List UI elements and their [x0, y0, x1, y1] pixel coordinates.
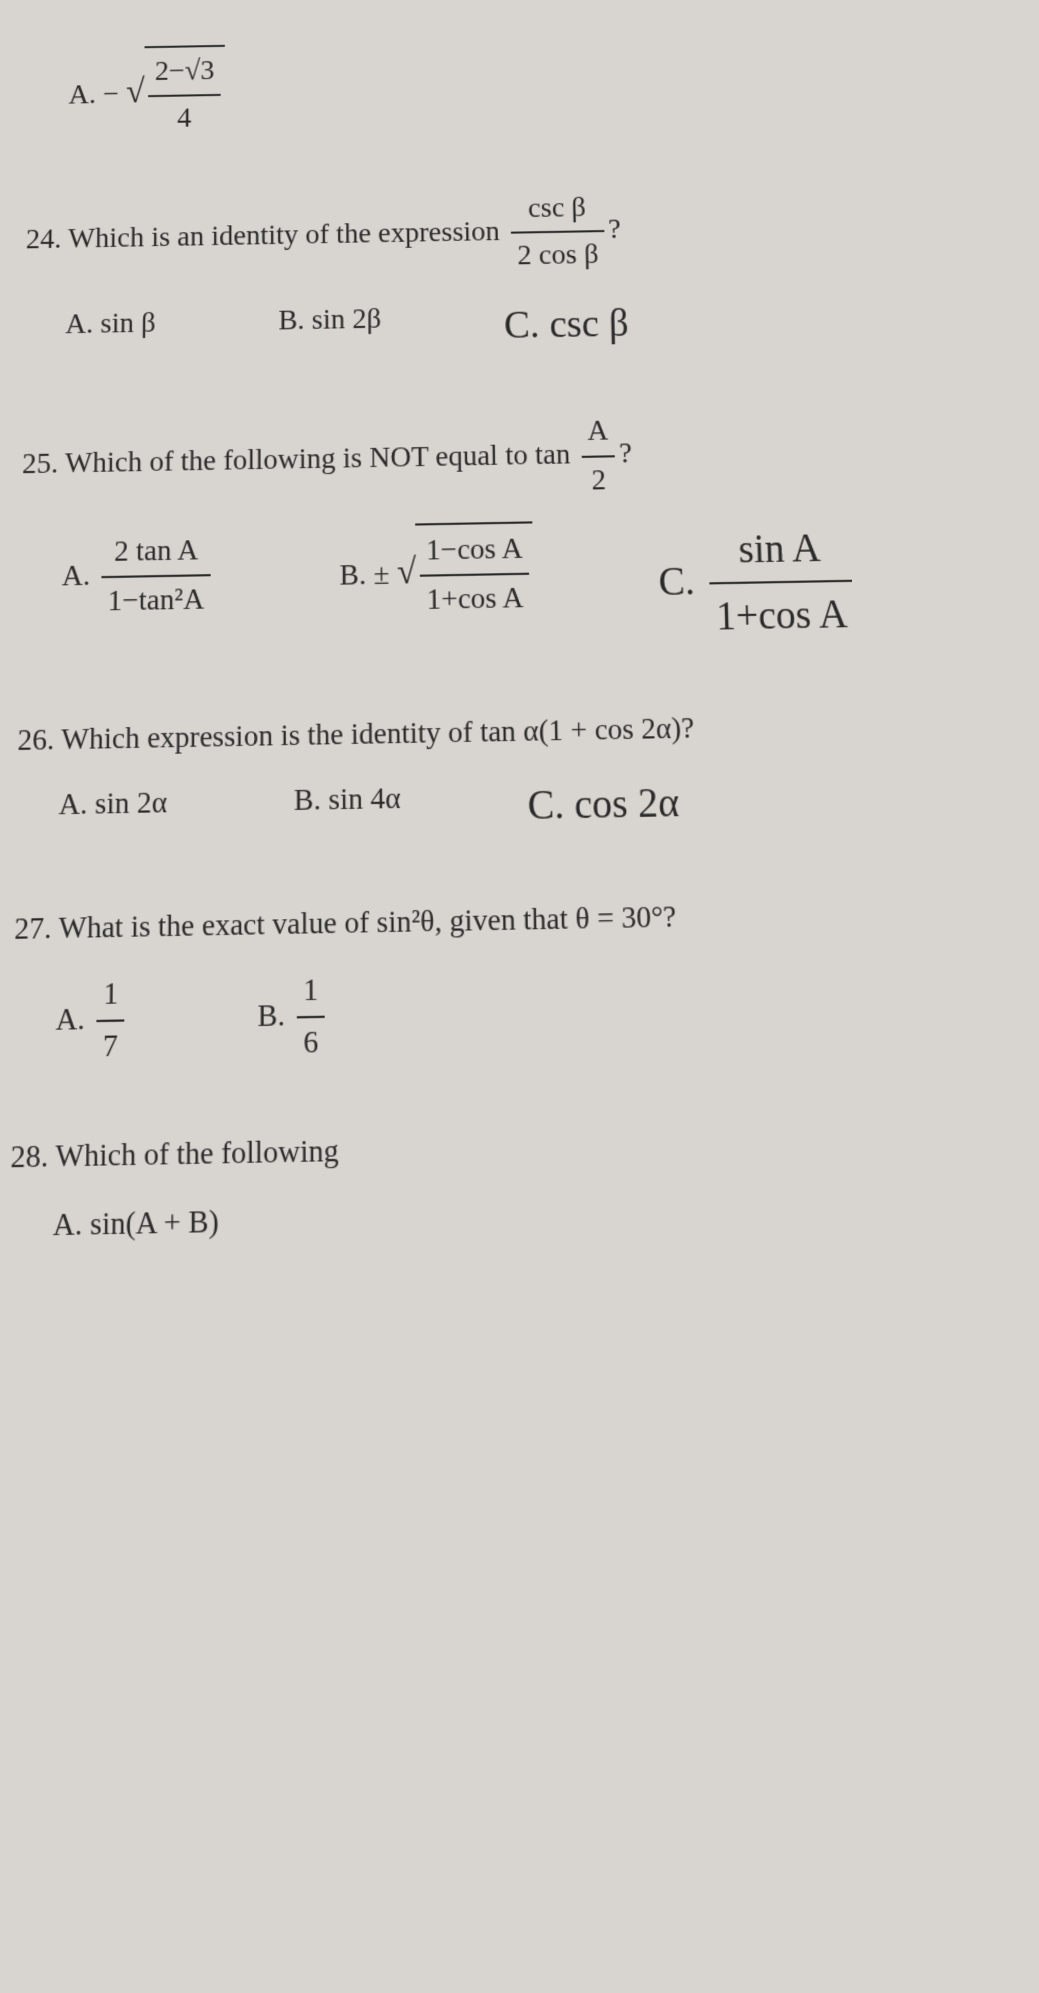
option-a: A. − 2−√34 — [68, 45, 225, 144]
option-label: A. — [62, 559, 91, 593]
question-suffix: ? — [619, 437, 633, 470]
question-suffix: ? — [608, 213, 621, 245]
option-text: csc β — [549, 302, 629, 347]
fraction-denominator: 1+cos A — [709, 582, 855, 650]
option-label: A. — [53, 1207, 83, 1244]
option-label: C. — [527, 782, 565, 829]
option-a: A. 1 7 — [55, 969, 129, 1075]
option-label: B. — [340, 558, 367, 592]
sqrt-icon: 1−cos A 1+cos A — [396, 521, 534, 626]
fraction-denominator: 2 — [582, 457, 616, 505]
option-c: C. cos 2α — [527, 770, 680, 840]
question-body: Which is an identity of the expression — [68, 215, 500, 254]
option-c: C. sin A 1+cos A — [657, 515, 859, 651]
fraction-numerator: 2 tan A — [102, 527, 211, 579]
question-number: 28. — [10, 1139, 48, 1176]
question-text: 25. Which of the following is NOT equal … — [21, 401, 1035, 516]
question-fraction: csc β 2 cos β — [510, 185, 605, 280]
fraction-numerator: sin A — [707, 515, 853, 585]
option-label: C. — [504, 303, 540, 347]
question-fraction: A 2 — [581, 408, 616, 505]
option-b: B. sin 2β — [278, 297, 381, 362]
option-text: sin β — [100, 307, 155, 340]
fraction-denominator: 1−tan²A — [101, 577, 210, 627]
option-label: A. — [58, 787, 87, 822]
option-fraction: sin A 1+cos A — [707, 515, 855, 650]
fraction-numerator: 1 — [97, 969, 125, 1023]
option-a: A. sin 2α — [58, 779, 167, 848]
option-text: sin 4α — [328, 781, 400, 817]
question-24: 24. Which is an identity of the expressi… — [24, 177, 1027, 366]
question-23-fragment: A. − 2−√34 — [28, 31, 1016, 144]
option-text: sin 2β — [312, 303, 382, 336]
options-row: A. − 2−√34 — [28, 31, 1016, 144]
option-text: cos 2α — [574, 780, 680, 828]
options-row: A. sin 2α B. sin 4α C. cos 2α — [16, 763, 1039, 849]
question-body: Which of the following is NOT equal to t… — [65, 438, 571, 480]
question-number: 26. — [17, 723, 54, 758]
question-28-fragment: 28. Which of the following A. sin(A + B) — [9, 1113, 1039, 1253]
options-row: A. 1 7 B. 1 6 — [12, 952, 1039, 1075]
option-label: A. — [65, 308, 93, 341]
option-b: B. 1 6 — [257, 965, 329, 1070]
option-b: B. sin 4α — [294, 775, 401, 844]
option-c: C. csc β — [504, 292, 630, 357]
options-row: A. sin β B. sin 2β C. csc β — [24, 285, 1027, 366]
question-27: 27. What is the exact value of sin²θ, gi… — [12, 886, 1039, 1075]
fraction-numerator: csc β — [510, 185, 604, 234]
option-label: B. — [257, 998, 285, 1034]
option-b: B. ± 1−cos A 1+cos A — [339, 521, 535, 657]
option-fraction: 1 6 — [297, 965, 325, 1070]
fraction-numerator: 1−cos A — [420, 525, 530, 577]
option-label: B. — [294, 783, 321, 818]
option-fraction: 1 7 — [96, 969, 125, 1074]
option-text: sin 2α — [95, 786, 168, 822]
fraction-denominator: 6 — [297, 1018, 325, 1070]
fraction-denominator: 2 cos β — [511, 232, 605, 280]
question-number: 24. — [26, 223, 62, 255]
question-body: Which expression is the identity of tan … — [61, 712, 695, 757]
option-label: B. — [278, 304, 304, 337]
question-text: 27. What is the exact value of sin²θ, gi… — [14, 886, 1039, 955]
option-label: A. — [55, 1002, 85, 1038]
option-a: A. sin(A + B) — [52, 1197, 218, 1252]
question-number: 27. — [14, 911, 52, 947]
option-text: sin(A + B) — [90, 1204, 219, 1243]
option-prefix: ± — [373, 558, 389, 592]
options-row: A. 2 tan A 1−tan²A B. ± 1−cos A 1+cos A … — [19, 512, 1039, 663]
fraction-numerator: 1 — [297, 965, 325, 1019]
option-label: A. — [68, 79, 96, 111]
option-a: A. sin β — [65, 301, 156, 366]
question-number: 25. — [22, 447, 59, 480]
option-label: C. — [658, 558, 696, 604]
options-row: A. sin(A + B) — [9, 1181, 1039, 1253]
question-text: 28. Which of the following — [10, 1113, 1039, 1185]
fraction-denominator: 7 — [96, 1022, 124, 1074]
question-body: Which of the following — [55, 1134, 339, 1175]
question-text: 24. Which is an identity of the expressi… — [25, 177, 1023, 288]
question-26: 26. Which expression is the identity of … — [16, 699, 1039, 849]
option-fraction: 2 tan A 1−tan²A — [101, 527, 211, 627]
question-body: What is the exact value of sin²θ, given … — [58, 899, 676, 945]
option-a: A. 2 tan A 1−tan²A — [61, 527, 215, 663]
fraction-numerator: A — [581, 408, 615, 458]
fraction-denominator: 1+cos A — [420, 575, 530, 625]
question-text: 26. Which expression is the identity of … — [17, 699, 1039, 767]
option-fraction: 1−cos A 1+cos A — [420, 525, 530, 625]
question-25: 25. Which of the following is NOT equal … — [19, 401, 1039, 663]
